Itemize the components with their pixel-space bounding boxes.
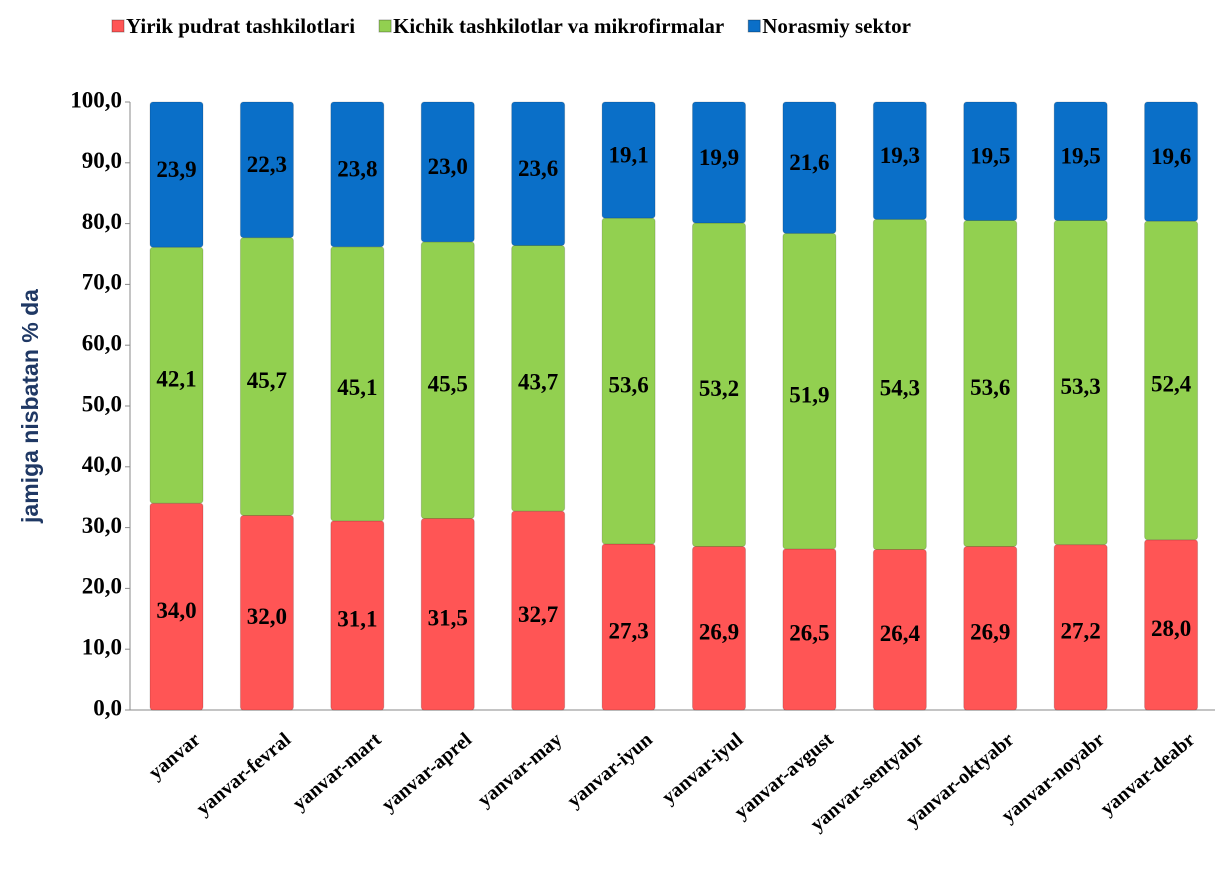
x-tick-label: yanvar [145, 728, 205, 783]
data-label: 51,9 [789, 382, 829, 407]
bar-segment [692, 101, 746, 224]
data-label: 26,5 [789, 621, 829, 646]
legend-label: Norasmiy sektor [762, 14, 911, 38]
data-label: 23,9 [156, 157, 196, 182]
bar-segment [1053, 101, 1108, 222]
y-tick-label: 20,0 [82, 574, 122, 599]
data-label: 32,7 [518, 602, 558, 627]
data-label: 45,7 [247, 368, 287, 393]
x-tick-label: yanvar-fevral [192, 728, 295, 820]
data-label: 19,5 [970, 144, 1010, 169]
legend-swatch [747, 19, 761, 33]
data-label: 23,8 [337, 157, 377, 182]
data-label: 19,9 [699, 145, 739, 170]
y-tick-label: 0,0 [93, 695, 122, 720]
legend-label: Kichik tashkilotlar va mikrofirmalar [393, 14, 724, 38]
y-tick-label: 70,0 [82, 270, 122, 295]
x-tick-label: yanvar-may [474, 728, 567, 811]
y-tick-label: 100,0 [70, 87, 122, 112]
legend-swatch [111, 19, 125, 33]
data-label: 26,9 [699, 620, 739, 645]
y-tick-label: 30,0 [82, 513, 122, 538]
data-label: 22,3 [247, 152, 287, 177]
data-label: 26,4 [880, 621, 921, 646]
data-label: 53,3 [1061, 374, 1101, 399]
data-label: 19,3 [880, 143, 920, 168]
bar-segment [601, 217, 656, 545]
data-label: 53,6 [970, 375, 1010, 400]
data-label: 32,0 [247, 604, 287, 629]
bar-segment [511, 101, 566, 246]
bar-segment [601, 101, 656, 219]
y-tick-label: 90,0 [82, 148, 122, 173]
bar-segment [149, 101, 204, 248]
bar-segment [872, 101, 927, 220]
bar-segment [420, 101, 475, 243]
data-label: 26,9 [970, 620, 1010, 645]
data-label: 53,6 [608, 372, 648, 397]
y-tick-label: 80,0 [82, 209, 122, 234]
data-label: 52,4 [1151, 372, 1192, 397]
data-label: 23,0 [428, 154, 468, 179]
data-label: 19,5 [1061, 144, 1101, 169]
x-tick-label: yanvar-aprel [378, 728, 477, 816]
x-tick-label: yanvar-mart [289, 728, 386, 815]
data-label: 54,3 [880, 376, 920, 401]
data-label: 45,1 [337, 375, 377, 400]
data-label: 53,2 [699, 376, 739, 401]
x-tick-label: yanvar-iyul [658, 728, 748, 808]
bar-segment [239, 101, 294, 239]
data-label: 27,3 [608, 618, 648, 643]
data-label: 23,6 [518, 156, 558, 181]
data-label: 21,6 [789, 150, 829, 175]
data-label: 34,0 [156, 598, 196, 623]
bar-segment [330, 101, 385, 248]
data-label: 27,2 [1061, 619, 1101, 644]
y-tick-label: 10,0 [82, 634, 122, 659]
bar-segment [1144, 101, 1199, 222]
data-label: 42,1 [156, 367, 196, 392]
y-tick-label: 60,0 [82, 330, 122, 355]
y-axis-label: jamiga nisbatan % da [17, 289, 43, 524]
x-tick-label: yanvar-deabr [1096, 728, 1199, 819]
bar-segment [963, 101, 1018, 222]
legend-swatch [378, 19, 392, 33]
data-label: 31,1 [337, 607, 377, 632]
data-label: 28,0 [1151, 616, 1191, 641]
bar-segment [782, 101, 837, 234]
y-tick-label: 50,0 [82, 391, 122, 416]
data-label: 43,7 [518, 370, 558, 395]
data-label: 19,6 [1151, 144, 1191, 169]
legend-label: Yirik pudrat tashkilotlari [126, 14, 355, 38]
data-label: 31,5 [428, 606, 468, 631]
y-tick-label: 40,0 [82, 452, 122, 477]
x-tick-label: yanvar-iyun [563, 728, 657, 812]
data-label: 45,5 [428, 371, 468, 396]
data-label: 19,1 [608, 142, 648, 167]
